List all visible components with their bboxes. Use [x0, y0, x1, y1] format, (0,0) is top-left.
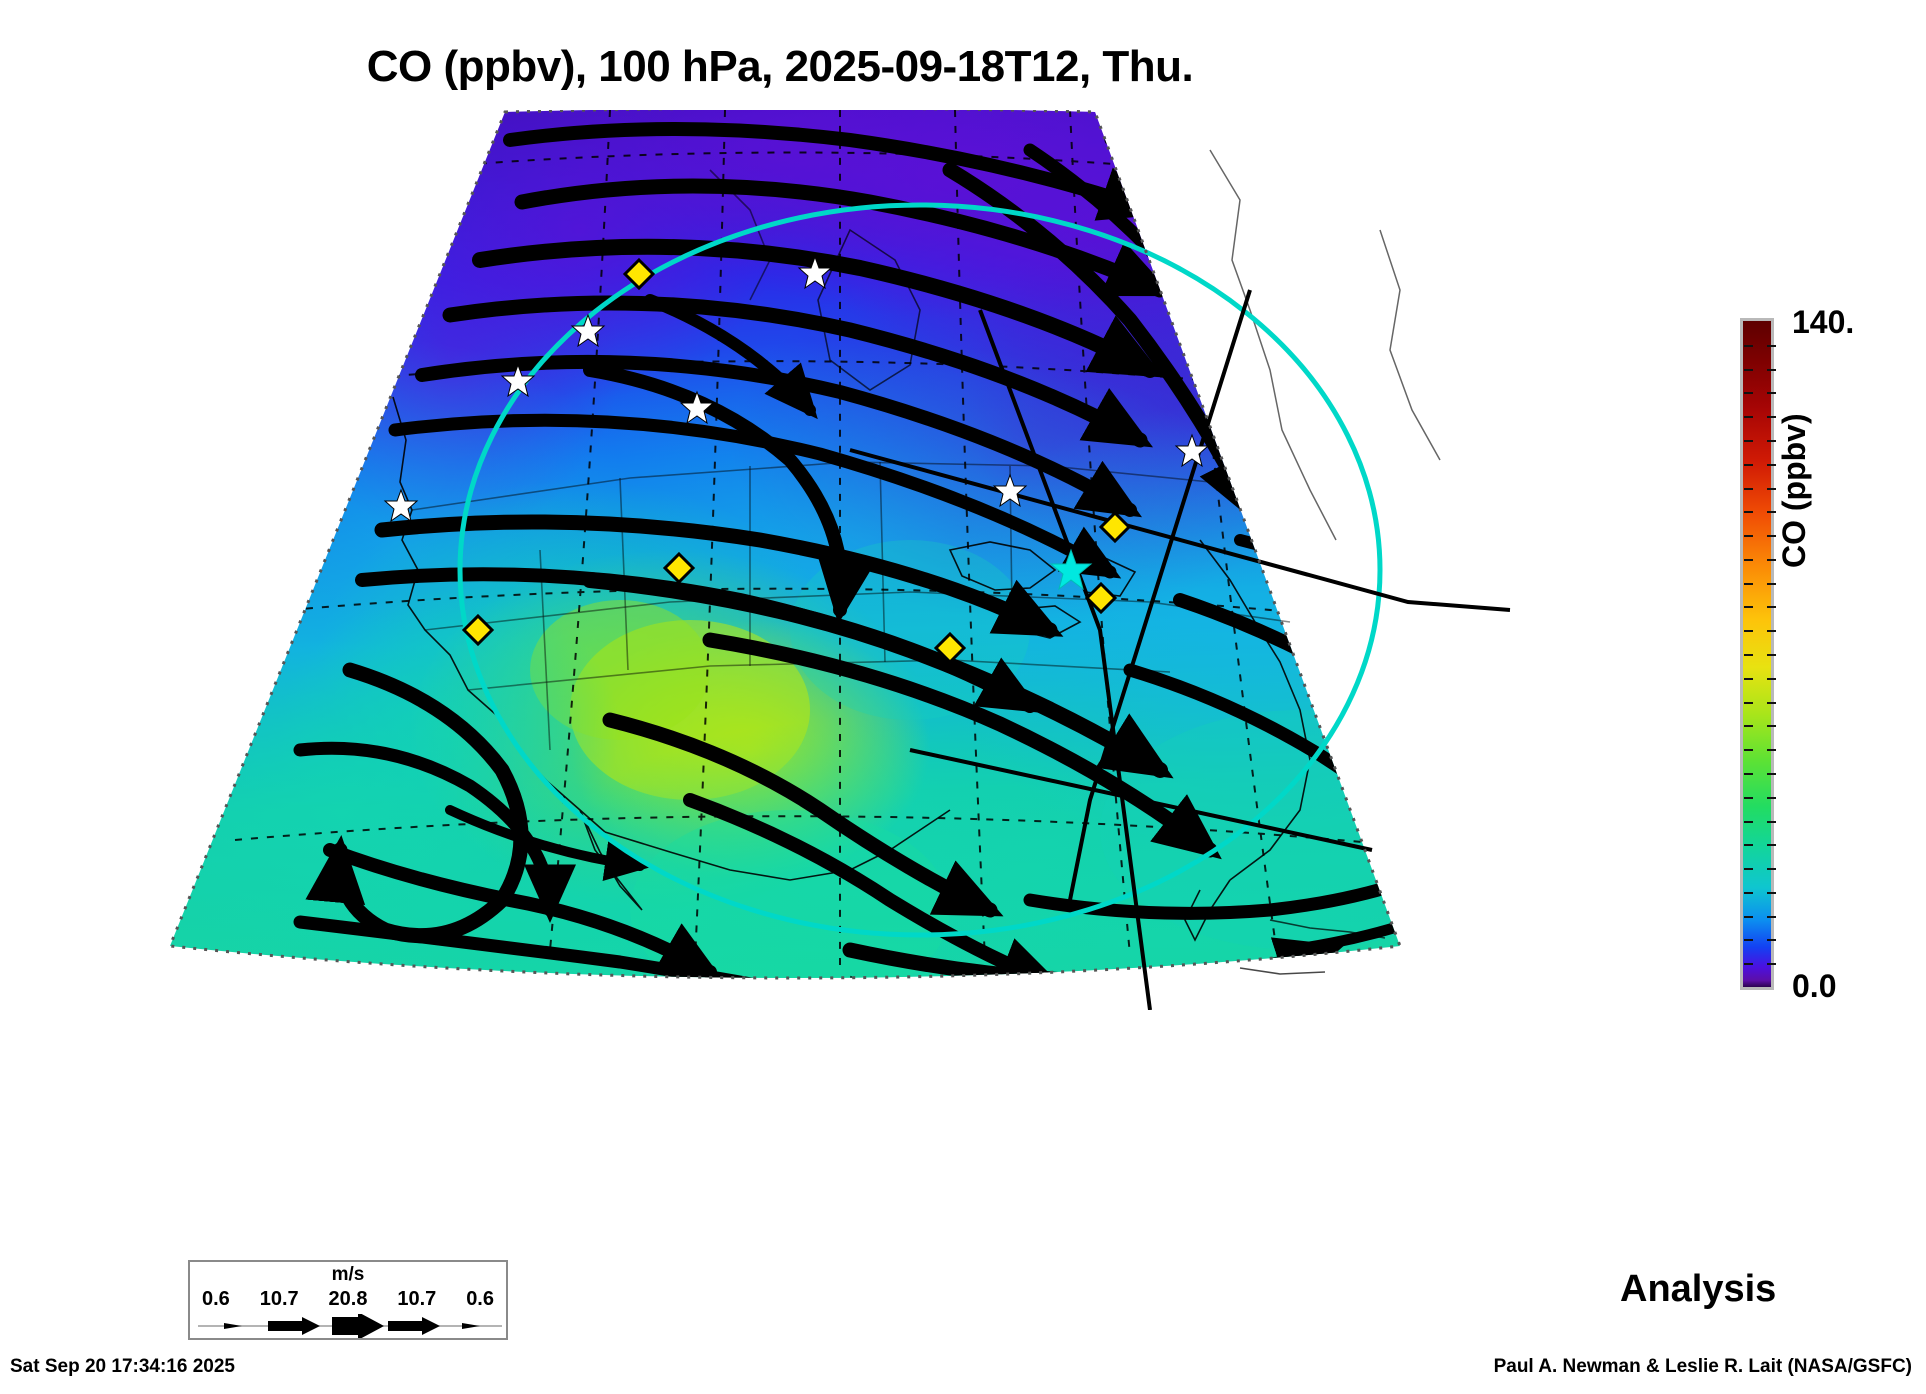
colorbar-tick [1767, 440, 1776, 442]
colorbar-tick [1767, 821, 1776, 823]
colorbar-tick [1744, 464, 1753, 466]
colorbar-tick [1744, 392, 1753, 394]
colorbar-tick [1767, 773, 1776, 775]
colorbar-tick [1767, 464, 1776, 466]
colorbar-tick [1767, 654, 1776, 656]
colorbar-tick [1767, 797, 1776, 799]
site-markers[interactable] [383, 255, 1210, 665]
colorbar-tick [1744, 416, 1753, 418]
colorbar-tick [1767, 749, 1776, 751]
colorbar-tick [1744, 369, 1753, 371]
colorbar-tick [1744, 939, 1753, 941]
colorbar-tick [1744, 630, 1753, 632]
marker-diamond[interactable] [662, 551, 696, 585]
colorbar-tick [1744, 749, 1753, 751]
marker-star[interactable] [500, 363, 536, 398]
colorbar-tick [1767, 511, 1776, 513]
colorbar-ticks [1743, 321, 1777, 993]
colorbar-tick [1744, 654, 1753, 656]
colorbar-tick [1744, 535, 1753, 537]
colorbar-tick [1767, 488, 1776, 490]
wind-legend-unit: m/s [331, 1264, 365, 1285]
colorbar-tick [1744, 797, 1753, 799]
marker-star[interactable] [570, 313, 606, 348]
wind-value: 0.6 [466, 1288, 494, 1310]
wind-streamlines [293, 122, 1400, 978]
wind-speed-legend: m/s 0.6 10.7 20.8 10.7 0.6 [188, 1260, 508, 1340]
colorbar-tick [1744, 892, 1753, 894]
colorbar-tick [1767, 939, 1776, 941]
wind-legend-arrows [198, 1314, 502, 1338]
colorbar-tick [1744, 821, 1753, 823]
marker-star[interactable] [383, 488, 419, 523]
outside-domain-coastlines [1209, 149, 1441, 541]
colorbar-tick [1744, 844, 1753, 846]
wind-legend-values: 0.6 10.7 20.8 10.7 0.6 [190, 1288, 506, 1311]
colorbar-tick [1744, 725, 1753, 727]
colorbar-tick [1744, 345, 1753, 347]
colorbar-tick [1767, 559, 1776, 561]
marker-star[interactable] [1174, 433, 1210, 468]
colorbar-tick [1767, 535, 1776, 537]
colorbar-tick [1744, 559, 1753, 561]
marker-diamond[interactable] [1098, 510, 1132, 544]
page-title: CO (ppbv), 100 hPa, 2025-09-18T12, Thu. [366, 42, 1194, 91]
analysis-label: Analysis [1620, 1268, 1777, 1310]
colorbar-tick [1744, 702, 1753, 704]
generation-timestamp: Sat Sep 20 17:34:16 2025 [10, 1356, 235, 1377]
colorbar-tick [1744, 511, 1753, 513]
colorbar[interactable]: 140. 0.0 CO (ppbv) [1740, 304, 1926, 1008]
marker-diamond[interactable] [933, 631, 967, 665]
colorbar-tick [1767, 868, 1776, 870]
colorbar-gradient [1740, 318, 1777, 993]
credits-label: Paul A. Newman & Leslie R. Lait (NASA/GS… [1493, 1356, 1912, 1377]
marker-diamond[interactable] [1084, 581, 1118, 615]
marker-star[interactable] [679, 390, 715, 425]
colorbar-tick [1744, 606, 1753, 608]
marker-star[interactable] [992, 473, 1028, 508]
colorbar-max-label: 140. [1792, 304, 1855, 340]
colorbar-tick [1767, 844, 1776, 846]
marker-star[interactable] [797, 255, 833, 290]
colorbar-tick [1767, 416, 1776, 418]
map-domain-boundary [167, 110, 1403, 980]
colorbar-tick [1767, 725, 1776, 727]
wind-value: 10.7 [397, 1288, 437, 1310]
colorbar-tick [1744, 963, 1753, 965]
colorbar-tick [1767, 369, 1776, 371]
co-concentration-map[interactable] [150, 110, 1550, 1010]
colorbar-tick [1744, 583, 1753, 585]
colorbar-tick [1767, 892, 1776, 894]
map-panel[interactable] [150, 110, 1550, 1010]
colorbar-tick [1744, 488, 1753, 490]
colorbar-min-label: 0.0 [1792, 968, 1837, 1004]
colorbar-tick [1767, 606, 1776, 608]
colorbar-tick [1767, 583, 1776, 585]
wind-value: 0.6 [202, 1288, 230, 1310]
colorbar-axis-label: CO (ppbv) [1776, 413, 1812, 568]
marker-diamond[interactable] [622, 257, 656, 291]
colorbar-tick [1767, 702, 1776, 704]
range-ring [457, 202, 1383, 938]
marker-launch-site-star[interactable] [1049, 548, 1093, 591]
colorbar-tick [1767, 963, 1776, 965]
colorbar-tick [1767, 392, 1776, 394]
colorbar-tick [1767, 345, 1776, 347]
colorbar-tick [1744, 678, 1753, 680]
colorbar-tick [1744, 916, 1753, 918]
colorbar-tick [1767, 678, 1776, 680]
colorbar-tick [1767, 916, 1776, 918]
wind-value: 20.8 [328, 1288, 368, 1310]
colorbar-tick [1744, 773, 1753, 775]
colorbar-tick [1744, 868, 1753, 870]
wind-value: 10.7 [259, 1288, 299, 1310]
colorbar-tick [1744, 440, 1753, 442]
marker-diamond[interactable] [461, 613, 495, 647]
colorbar-tick [1767, 630, 1776, 632]
